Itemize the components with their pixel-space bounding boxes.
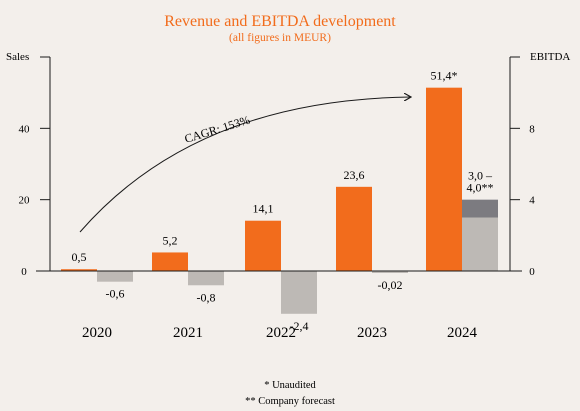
cagr-annotation: CAGR: 153% bbox=[183, 113, 252, 146]
category-labels: 2020 2021 2022 2023 2024 bbox=[82, 325, 478, 341]
sales-value-label: 5,2 bbox=[163, 233, 178, 247]
right-tick-label: 4 bbox=[529, 195, 535, 207]
left-tick-label: 40 bbox=[19, 123, 31, 135]
sales-bar bbox=[426, 87, 462, 271]
sales-value-label: 0,5 bbox=[72, 250, 87, 264]
sales-value-label: 23,6 bbox=[344, 168, 365, 182]
ebitda-value-label: 3,0 –4,0** bbox=[467, 169, 494, 195]
left-axis-ticks: 0 20 40 bbox=[19, 123, 50, 278]
footnote-unaudited: * Unaudited bbox=[264, 380, 316, 391]
ebitda-value-label: -2,4 bbox=[290, 319, 309, 333]
footnote-forecast: ** Company forecast bbox=[245, 396, 335, 407]
sales-bar bbox=[245, 220, 281, 271]
ebitda-bar bbox=[372, 271, 408, 273]
ebitda-bar bbox=[462, 217, 498, 271]
right-tick-label: 8 bbox=[529, 123, 535, 135]
ebitda-value-label: -0,6 bbox=[106, 287, 125, 301]
ebitda-bar bbox=[97, 271, 133, 282]
chart-title: Revenue and EBITDA development bbox=[164, 13, 396, 30]
ebitda-value-label: -0,02 bbox=[378, 278, 403, 292]
ebitda-bar bbox=[281, 271, 317, 314]
right-tick-label: 0 bbox=[529, 266, 535, 278]
ebitda-value-label-line: 3,0 – bbox=[468, 169, 493, 183]
sales-value-label: 51,4* bbox=[431, 69, 458, 83]
bars-layer bbox=[61, 87, 498, 314]
left-axis-label: Sales bbox=[6, 51, 29, 63]
ebitda-value-label: -0,8 bbox=[197, 290, 216, 304]
cagr-arrow bbox=[79, 97, 410, 233]
right-axis-label: EBITDA bbox=[530, 51, 570, 63]
category-label: 2022 bbox=[266, 325, 296, 341]
chart-subtitle: (all figures in MEUR) bbox=[229, 32, 331, 44]
sales-bar bbox=[336, 186, 372, 271]
left-tick-label: 20 bbox=[19, 195, 31, 207]
category-label: 2024 bbox=[447, 325, 478, 341]
ebitda-forecast-range-bar bbox=[462, 199, 498, 218]
right-axis-ticks: 0 4 8 bbox=[510, 123, 535, 278]
ebitda-value-label-line: 4,0** bbox=[467, 181, 494, 195]
sales-value-label: 14,1 bbox=[253, 202, 274, 216]
category-label: 2020 bbox=[82, 325, 112, 341]
category-label: 2021 bbox=[173, 325, 203, 341]
category-label: 2023 bbox=[357, 325, 387, 341]
data-labels-layer: 0,5 -0,6 5,2 -0,8 14,1 -2,4 23,6 -0,02 51,4* 3,0 … bbox=[72, 69, 494, 333]
sales-bar bbox=[61, 269, 97, 271]
sales-bar bbox=[152, 252, 188, 271]
left-tick-label: 0 bbox=[21, 266, 27, 278]
ebitda-bar bbox=[188, 271, 224, 286]
